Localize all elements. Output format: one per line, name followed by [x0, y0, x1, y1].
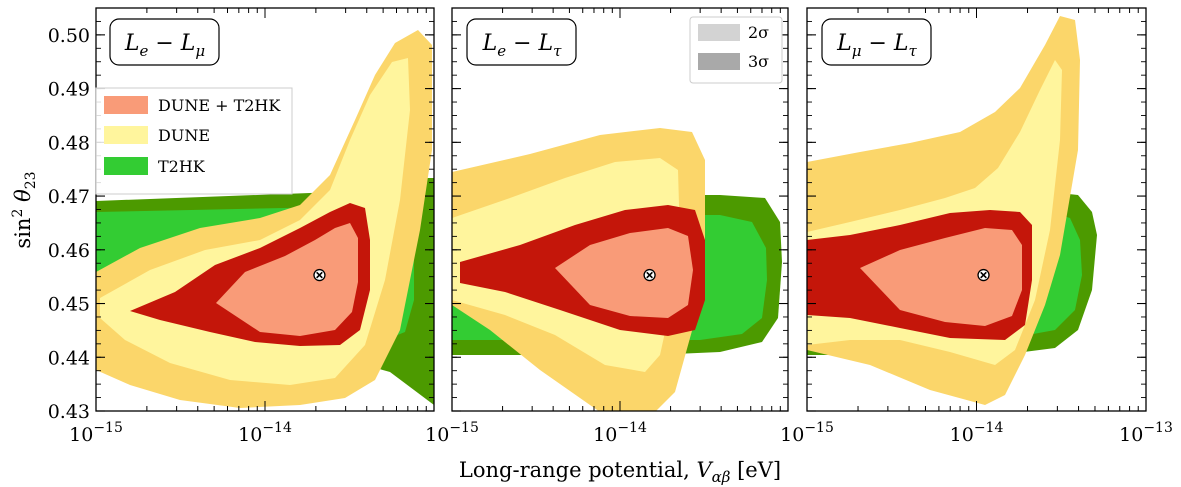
legend-label-dune: DUNE — [158, 126, 210, 145]
x-axis-ticks — [806, 8, 1147, 411]
legend-label-2sigma: 2σ — [748, 23, 769, 42]
x-tick-label: 10−14 — [238, 420, 292, 446]
legend-swatch-3sigma — [698, 53, 740, 70]
panel-label: Le − Lτ — [482, 31, 563, 60]
y-tick-label: 0.47 — [48, 186, 90, 208]
legend-swatch-t2hk — [104, 157, 148, 175]
y-axis-ticks — [807, 7, 1146, 412]
best-fit-marker — [643, 268, 656, 282]
y-tick-labels: 0.43 0.44 0.45 0.46 0.47 0.48 0.49 0.50 — [48, 25, 90, 423]
best-fit-marker — [977, 268, 990, 282]
x-tick-label: 10−13 — [1119, 420, 1173, 446]
y-axis-ticks — [452, 7, 788, 412]
x-tick-labels: 10−15 10−14 10−15 10−14 10−15 10−14 10−13 — [69, 420, 1173, 446]
y-axis-ticks — [96, 7, 434, 412]
panel-label: Lμ − Lτ — [836, 31, 917, 60]
x-tick-label: 10−15 — [780, 420, 834, 446]
x-axis-ticks — [95, 8, 435, 411]
panel-le-ltau: Le − Lτ 2σ 3σ — [451, 7, 789, 412]
y-tick-label: 0.44 — [48, 347, 90, 369]
legend-swatch-dune — [104, 126, 148, 144]
panel-le-lmu: Le − Lμ DUNE + T2HK DUNE T2HK — [95, 7, 435, 412]
legend-sigma: 2σ 3σ — [689, 16, 783, 84]
legend-swatch-2sigma — [698, 24, 740, 41]
legend-main: DUNE + T2HK DUNE T2HK — [95, 87, 293, 195]
y-tick-label: 0.50 — [48, 25, 90, 47]
x-tick-label: 10−15 — [425, 420, 479, 446]
panel-label-box — [821, 18, 932, 66]
legend-label-dune-t2hk: DUNE + T2HK — [158, 96, 281, 115]
legend-label-3sigma: 3σ — [748, 52, 769, 71]
panel-label-box — [466, 18, 577, 66]
panel-label-box — [109, 18, 220, 66]
dune-t2hk-2sigma-region — [555, 228, 693, 318]
best-fit-cross — [316, 271, 323, 279]
legend-label-t2hk: T2HK — [158, 157, 206, 176]
y-tick-label: 0.46 — [48, 240, 90, 262]
x-tick-label: 10−14 — [593, 420, 647, 446]
y-tick-label: 0.45 — [48, 294, 90, 316]
x-axis-ticks — [451, 8, 789, 411]
panel-lmu-ltau: Lμ − Lτ — [806, 7, 1147, 412]
y-tick-label: 0.43 — [48, 401, 90, 423]
dune-t2hk-2sigma-region — [216, 223, 358, 336]
dune-t2hk-2sigma-region — [860, 228, 1022, 326]
best-fit-cross — [646, 271, 653, 279]
y-tick-label: 0.48 — [48, 132, 90, 154]
best-fit-cross — [980, 271, 987, 279]
panel-label: Le − Lμ — [124, 31, 205, 60]
x-tick-label: 10−14 — [950, 420, 1004, 446]
x-tick-label: 10−15 — [69, 420, 123, 446]
x-axis-label: Long-range potential, Vαβ [eV] — [459, 458, 781, 486]
y-axis-label: sin2 θ23 — [10, 171, 39, 248]
best-fit-marker — [313, 268, 326, 282]
y-tick-label: 0.49 — [48, 79, 90, 101]
legend-swatch-dune-t2hk — [104, 96, 148, 114]
